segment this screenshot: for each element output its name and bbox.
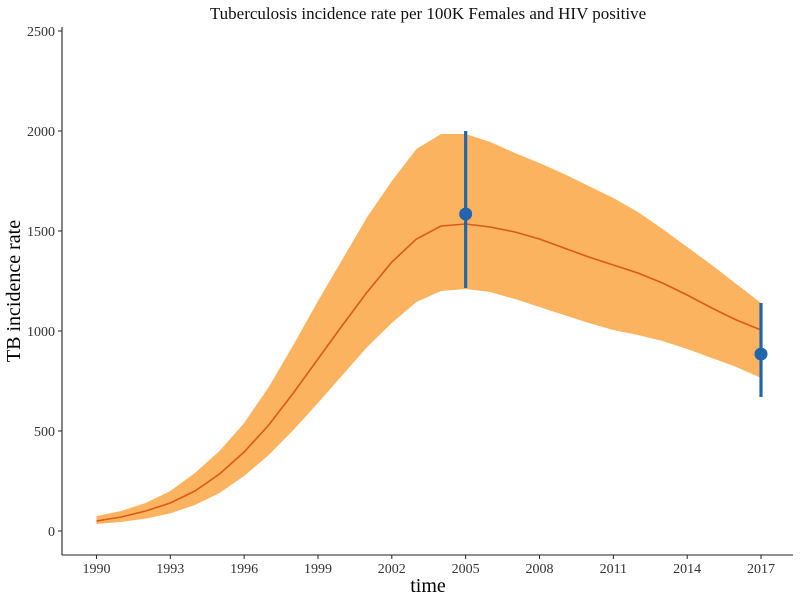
chart-title: Tuberculosis incidence rate per 100K Fem… [210, 4, 646, 23]
y-tick-label: 1500 [27, 225, 55, 240]
y-axis-ticks: 0 500 1000 1500 2000 2500 [27, 25, 62, 540]
plot-area [96, 131, 768, 524]
data-point [754, 347, 768, 361]
y-tick-label: 500 [34, 425, 55, 440]
x-tick-label: 2014 [673, 562, 701, 577]
x-tick-label: 1996 [230, 562, 258, 577]
x-tick-label: 2011 [600, 562, 627, 577]
x-tick-label: 2017 [747, 562, 775, 577]
x-tick-label: 1999 [304, 562, 332, 577]
data-point [459, 207, 473, 221]
estimate-line [96, 223, 762, 522]
x-tick-label: 2002 [378, 562, 406, 577]
y-tick-label: 2500 [27, 25, 55, 40]
x-tick-label: 2008 [525, 562, 553, 577]
y-tick-label: 0 [48, 525, 55, 540]
uncertainty-band [96, 134, 761, 524]
y-axis-title: TB incidence rate [3, 220, 25, 362]
y-tick-label: 1000 [27, 325, 55, 340]
x-axis-ticks: 1990 1993 1996 1999 2002 2005 2008 2011 2014 2017 [82, 555, 775, 577]
x-tick-label: 1993 [156, 562, 184, 577]
x-tick-label: 2005 [452, 562, 480, 577]
x-axis-title: time [410, 575, 446, 597]
x-tick-label: 1990 [82, 562, 110, 577]
y-tick-label: 2000 [27, 125, 55, 140]
